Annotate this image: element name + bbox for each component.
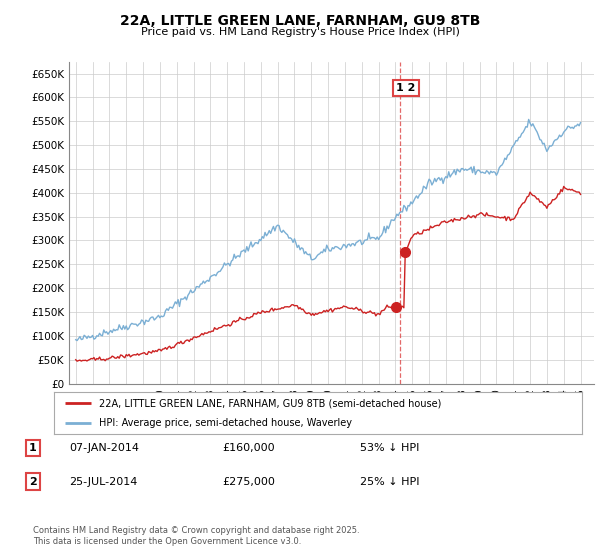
- Text: 07-JAN-2014: 07-JAN-2014: [69, 443, 139, 453]
- Text: 1 2: 1 2: [396, 83, 415, 93]
- Text: 53% ↓ HPI: 53% ↓ HPI: [360, 443, 419, 453]
- Text: Contains HM Land Registry data © Crown copyright and database right 2025.
This d: Contains HM Land Registry data © Crown c…: [33, 526, 359, 546]
- Text: 2: 2: [29, 477, 37, 487]
- Text: Price paid vs. HM Land Registry's House Price Index (HPI): Price paid vs. HM Land Registry's House …: [140, 27, 460, 37]
- Text: 22A, LITTLE GREEN LANE, FARNHAM, GU9 8TB (semi-detached house): 22A, LITTLE GREEN LANE, FARNHAM, GU9 8TB…: [99, 398, 441, 408]
- Text: 22A, LITTLE GREEN LANE, FARNHAM, GU9 8TB: 22A, LITTLE GREEN LANE, FARNHAM, GU9 8TB: [120, 14, 480, 28]
- Text: 1: 1: [29, 443, 37, 453]
- Text: HPI: Average price, semi-detached house, Waverley: HPI: Average price, semi-detached house,…: [99, 418, 352, 428]
- Text: £275,000: £275,000: [222, 477, 275, 487]
- Text: £160,000: £160,000: [222, 443, 275, 453]
- Text: 25-JUL-2014: 25-JUL-2014: [69, 477, 137, 487]
- Text: 25% ↓ HPI: 25% ↓ HPI: [360, 477, 419, 487]
